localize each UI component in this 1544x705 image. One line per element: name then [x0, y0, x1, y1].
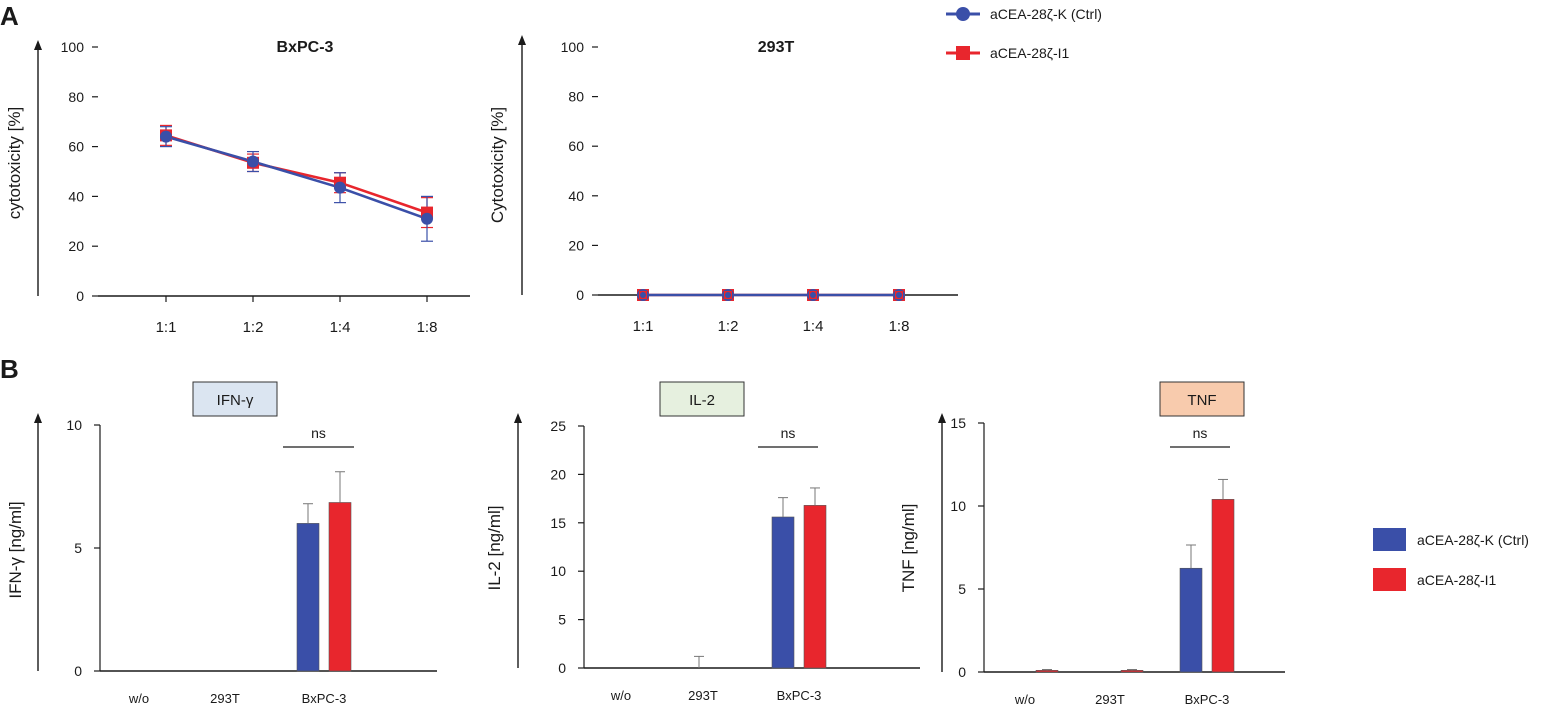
- chart-2-title: 293T: [758, 39, 795, 56]
- chart-1-y-tick-label: 40: [68, 188, 84, 204]
- chart-1-x-tick-label: 1:1: [156, 319, 177, 336]
- chart-5-y-axis-arrow: [938, 413, 946, 423]
- chart-2-x-tick-label: 1:2: [718, 318, 739, 335]
- legend-top: aCEA-28ζ-K (Ctrl) aCEA-28ζ-I1: [946, 6, 1102, 61]
- chart-4-title: IL-2: [689, 392, 715, 409]
- chart-2-x-tick-label: 1:4: [803, 318, 824, 335]
- chart-4-y-label: IL-2 [ng/ml]: [485, 505, 504, 590]
- legend-i1-square-marker: [956, 46, 970, 60]
- chart-1-point-ctrl: [160, 130, 172, 143]
- chart-4-significance-label: ns: [781, 425, 796, 441]
- legend-b-ctrl-label: aCEA-28ζ-K (Ctrl): [1417, 532, 1529, 548]
- chart-2-y-tick-label: 60: [568, 138, 584, 154]
- chart-3-y-tick-label: 5: [74, 540, 82, 556]
- chart-2-point-ctrl-overlay: [725, 292, 731, 298]
- chart-3-y-tick-label: 10: [66, 417, 82, 433]
- legend-ctrl-circle-marker: [956, 7, 970, 21]
- chart-4-bar-i1: [803, 505, 827, 669]
- chart-3-x-tick-label: BxPC-3: [302, 691, 347, 705]
- chart-5-bar-i1: [1035, 670, 1059, 673]
- chart-2-y-tick-label: 0: [576, 287, 584, 303]
- chart-2-point-ctrl-overlay: [896, 292, 902, 298]
- chart-2-y-tick-label: 20: [568, 237, 584, 253]
- legend-i1-label: aCEA-28ζ-I1: [990, 45, 1070, 61]
- chart-3-significance-label: ns: [311, 425, 326, 441]
- chart-4-y-tick-label: 10: [550, 563, 566, 579]
- chart-4-x-tick-label: BxPC-3: [777, 688, 822, 703]
- chart-3-y-tick-label: 0: [74, 663, 82, 679]
- chart-5-significance-label: ns: [1193, 425, 1208, 441]
- chart-3-bar-i1: [328, 502, 352, 672]
- chart-4-x-tick-label: 293T: [688, 688, 718, 703]
- chart-1-y-tick-label: 100: [61, 39, 85, 55]
- chart-4-y-tick-label: 15: [550, 515, 566, 531]
- chart-4-y-tick-label: 25: [550, 418, 566, 434]
- legend-bottom: aCEA-28ζ-K (Ctrl) aCEA-28ζ-I1: [1373, 528, 1529, 591]
- chart-4-y-tick-label: 5: [558, 612, 566, 628]
- chart-3-title: IFN-γ: [217, 392, 254, 409]
- chart-5-title: TNF: [1187, 392, 1216, 409]
- chart-1-x-tick-label: 1:4: [330, 319, 351, 336]
- chart-4-y-tick-label: 20: [550, 466, 566, 482]
- legend-b-ctrl-swatch: [1373, 528, 1406, 551]
- chart-3-x-tick-label: w/o: [128, 691, 149, 705]
- chart-4-x-tick-label: w/o: [610, 688, 631, 703]
- chart-5-bar-i1: [1120, 670, 1144, 673]
- chart-4-bar-ctrl: [771, 516, 795, 669]
- chart-5-x-tick-label: w/o: [1014, 692, 1035, 705]
- chart-2-point-ctrl-overlay: [640, 292, 646, 298]
- legend-b-i1-swatch: [1373, 568, 1406, 591]
- chart-1-point-ctrl: [334, 181, 346, 194]
- chart-2-x-tick-label: 1:8: [889, 318, 910, 335]
- chart-5-x-tick-label: BxPC-3: [1185, 692, 1230, 705]
- chart-2-y-tick-label: 100: [561, 39, 585, 55]
- chart-5-y-tick-label: 10: [950, 498, 966, 514]
- panel-label-b: B: [0, 354, 19, 384]
- legend-ctrl-label: aCEA-28ζ-K (Ctrl): [990, 6, 1102, 22]
- chart-3-title-box: [192, 381, 278, 417]
- chart-3-bar-ctrl: [296, 523, 320, 672]
- chart-2-y-tick-label: 40: [568, 188, 584, 204]
- chart-1-y-axis-arrow: [34, 40, 42, 50]
- chart-5-title-box: [1159, 381, 1245, 417]
- chart-2-y-label: Cytotoxicity [%]: [488, 107, 507, 223]
- chart-3-x-tick-label: 293T: [210, 691, 240, 705]
- chart-1-y-tick-label: 20: [68, 238, 84, 254]
- chart-1-y-tick-label: 0: [76, 288, 84, 304]
- chart-5-x-tick-label: 293T: [1095, 692, 1125, 705]
- chart-5-y-tick-label: 5: [958, 581, 966, 597]
- chart-1-point-ctrl: [421, 212, 433, 225]
- chart-5-bar-ctrl: [1179, 567, 1203, 673]
- chart-1-series-ctrl-line: [165, 135, 428, 221]
- chart-1-x-tick-label: 1:8: [417, 319, 438, 336]
- chart-5-y-tick-label: 0: [958, 664, 966, 680]
- chart-2-x-tick-label: 1:1: [633, 318, 654, 335]
- chart-3-y-label: IFN-γ [ng/ml]: [6, 501, 25, 598]
- chart-1-title: BxPC-3: [277, 39, 334, 56]
- panel-label-a: A: [0, 1, 19, 31]
- legend-b-i1-label: aCEA-28ζ-I1: [1417, 572, 1497, 588]
- chart-2-y-tick-label: 80: [568, 89, 584, 105]
- chart-2-y-axis-arrow: [518, 35, 526, 45]
- chart-5-y-label: TNF [ng/ml]: [899, 504, 918, 593]
- chart-3-y-axis-arrow: [34, 413, 42, 423]
- chart-2-point-ctrl-overlay: [810, 292, 816, 298]
- chart-4-y-tick-label: 0: [558, 660, 566, 676]
- chart-4-title-box: [659, 381, 745, 417]
- chart-1-y-tick-label: 60: [68, 139, 84, 155]
- chart-1-point-ctrl: [247, 155, 259, 168]
- chart-5-bar-i1: [1211, 499, 1235, 673]
- chart-4-y-axis-arrow: [514, 413, 522, 423]
- chart-5-y-tick-label: 15: [950, 415, 966, 431]
- chart-1-x-tick-label: 1:2: [243, 319, 264, 336]
- chart-1-y-label: cytotoxicity [%]: [5, 107, 24, 219]
- chart-1-y-tick-label: 80: [68, 89, 84, 105]
